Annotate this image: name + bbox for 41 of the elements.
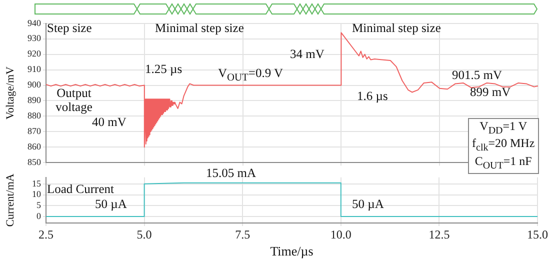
y-tick-label: 940 — [28, 18, 42, 28]
annotation: Step size — [47, 21, 92, 35]
annotation: 1.25 µs — [145, 62, 182, 76]
y-tick-label: 10 — [32, 189, 42, 200]
annotation: 901.5 mV — [452, 68, 502, 82]
annotation: C$_{OUT}$=1 nF — [474, 154, 533, 172]
annotation: 899 mV — [470, 85, 511, 99]
y-tick-label: 880 — [28, 110, 42, 121]
annotation: 15.05 mA — [206, 166, 256, 180]
annotation: 50 µA — [95, 197, 127, 211]
y-tick-label: 850 — [28, 156, 42, 167]
annotation: V$_{DD}$=1 V — [478, 119, 528, 138]
x-tick-label: 2.5 — [38, 227, 54, 242]
y-axis-title: Voltage/mV — [4, 66, 16, 120]
y-tick-label: 920 — [28, 48, 42, 59]
y-tick-label: 860 — [28, 141, 42, 152]
annotation: Output voltage — [54, 86, 94, 114]
y-tick-label: 890 — [28, 95, 42, 106]
annotation: Minimal step size — [155, 21, 244, 35]
annotation: 40 mV — [92, 115, 126, 129]
x-axis-title: Time/µs — [270, 244, 314, 259]
annotation: 1.6 µs — [357, 89, 388, 103]
y-tick-label: 900 — [28, 80, 42, 90]
y-tick-label: 930 — [28, 33, 42, 44]
y-tick-label: 5 — [36, 200, 42, 210]
annotation: 34 mV — [290, 47, 324, 61]
annotation: V$_{OUT}$=0.9 V — [218, 66, 284, 86]
annotation: Load Current — [47, 182, 114, 196]
x-tick-label: 12.5 — [428, 227, 450, 242]
y-tick-label: 870 — [28, 126, 42, 136]
x-tick-label: 10.0 — [330, 227, 352, 242]
y-tick-label: 15 — [32, 178, 42, 188]
x-tick-label: 7.5 — [235, 227, 250, 242]
y-axis-title: Current/mA — [4, 174, 16, 227]
y-tick-label: 910 — [28, 64, 42, 74]
y-tick-label: 0 — [36, 210, 42, 221]
x-tick-label: 15.0 — [527, 227, 548, 242]
annotation: f$_{clk}$=20 MHz — [472, 136, 535, 155]
annotation: Minimal step size — [352, 21, 441, 35]
x-tick-label: 5.0 — [136, 227, 152, 242]
annotation: 50 µA — [352, 197, 384, 211]
